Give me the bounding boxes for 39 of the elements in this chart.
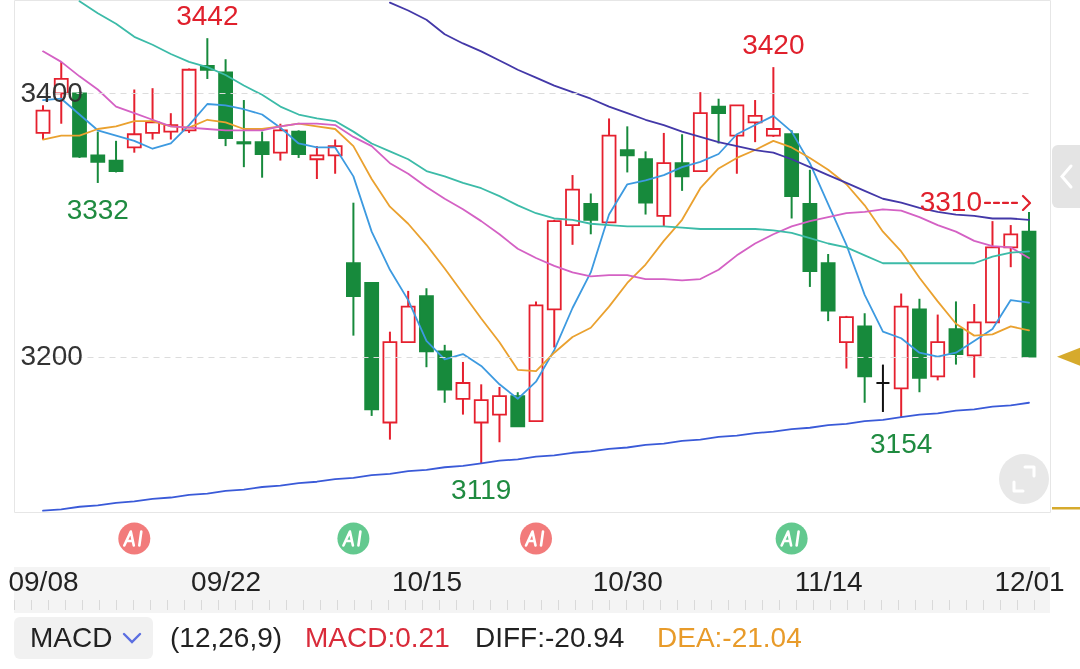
- candlestick: [765, 66, 781, 138]
- candlestick: [1003, 224, 1019, 269]
- candlestick: [291, 129, 307, 159]
- x-tick-label: 10/15: [391, 565, 462, 597]
- candlestick: [492, 385, 507, 444]
- annotation: 3420: [742, 29, 805, 61]
- candlestick: [747, 99, 763, 144]
- text: DEA:-21.04: [657, 622, 802, 653]
- line-series: [42, 401, 1030, 512]
- dropdown: MACD: [14, 617, 153, 659]
- candlestick: [473, 383, 489, 465]
- y-tick-label: 3200: [20, 340, 83, 372]
- x-tick-label: 12/01: [994, 565, 1065, 597]
- candlestick: [455, 360, 471, 416]
- annotation: 3119: [451, 474, 512, 506]
- line-series: [389, 1, 1030, 221]
- x-tick-label: 11/14: [794, 565, 863, 597]
- candlestick: [108, 139, 124, 174]
- candlestick: [875, 363, 891, 413]
- text: (12,26,9): [170, 622, 283, 653]
- x-tick-label: 09/08: [8, 565, 79, 597]
- candlestick: [272, 122, 288, 162]
- text: DIFF:-20.94: [475, 622, 625, 653]
- x-tick-label: 10/30: [592, 565, 663, 597]
- annotation: 3310: [919, 185, 982, 217]
- candlestick: [309, 145, 325, 180]
- x-tick-label: 09/22: [191, 565, 262, 597]
- annotation: 3332: [66, 193, 129, 225]
- candlestick: [35, 104, 51, 141]
- candlestick: [583, 192, 599, 236]
- candlestick: [619, 125, 635, 174]
- candlestick: [145, 87, 160, 141]
- annotation: 3154: [870, 428, 933, 460]
- annotation: 3442: [176, 0, 239, 32]
- candlestick: [126, 88, 142, 154]
- candlestick: [254, 130, 270, 179]
- candlestick: [236, 99, 252, 169]
- text: MACD:0.21: [305, 622, 450, 653]
- candlestick: [90, 130, 106, 184]
